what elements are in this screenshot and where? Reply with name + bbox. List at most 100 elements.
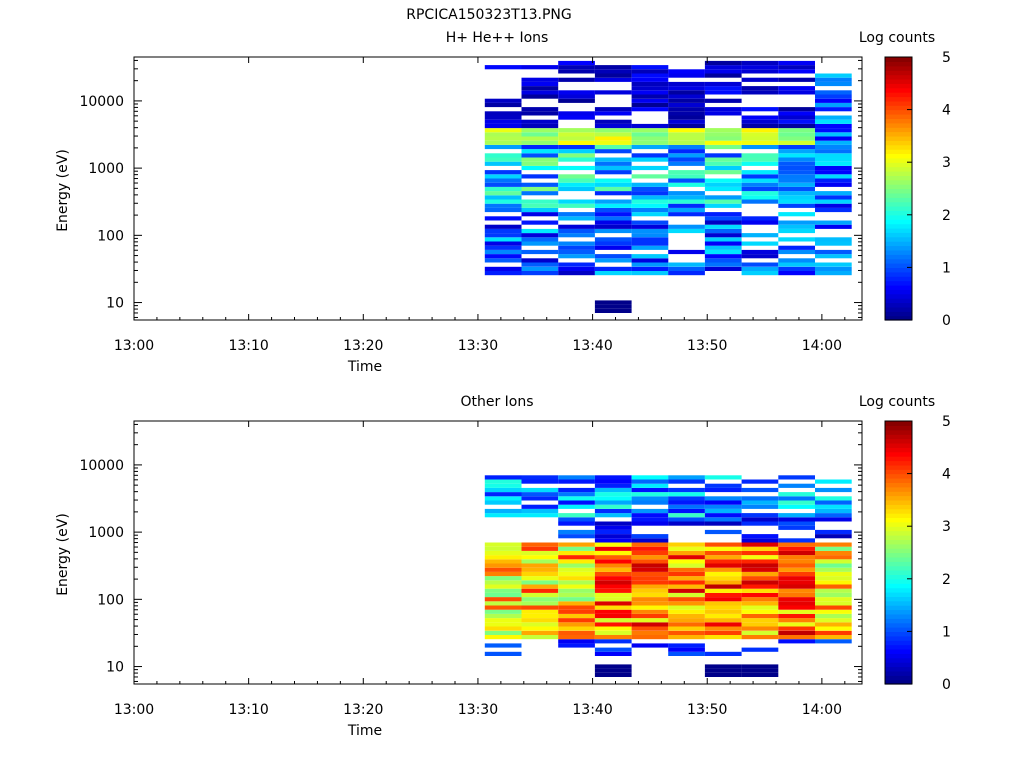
spectrogram-cell [484,580,522,585]
spectrogram-cell [778,128,815,133]
spectrogram-cell [558,199,595,204]
spectrogram-cell [704,136,742,141]
spectrogram-cell [668,119,705,124]
spectrogram-cell [631,212,669,217]
colorbar-step [885,232,912,238]
spectrogram-cell [668,182,705,187]
spectrogram-cell [558,529,595,535]
spectrogram-cell [631,538,669,543]
spectrogram-cell [558,178,595,183]
x-tick-label: 13:20 [343,702,383,718]
spectrogram-cell [631,635,669,640]
spectrogram-cell [558,588,595,593]
spectrogram-cell [815,605,852,610]
spectrogram-cell [594,504,632,509]
spectrogram-cell [594,635,632,640]
spectrogram-cell [741,626,779,631]
spectrogram-cell [521,576,559,581]
spectrogram-cell [668,605,705,610]
spectrogram-cell [741,115,779,120]
spectrogram-cell [594,178,632,183]
spectrogram-cell [741,161,779,166]
colorbar-step [885,508,912,514]
spectrogram-cell [668,492,705,497]
spectrogram-cell [778,639,815,644]
spectrogram-cell [668,195,705,200]
spectrogram-cell [778,182,815,187]
colorbar-step [885,662,912,668]
colorbar-step [885,61,912,67]
spectrogram-cell [521,220,559,225]
colorbar-tick-label: 1 [942,260,951,276]
colorbar-step [885,539,912,545]
spectrogram-cell [521,241,559,246]
spectrogram-cell [741,144,779,150]
colorbar-step [885,504,912,510]
colorbar-tick-label: 2 [942,572,951,588]
colorbar-step [885,578,912,584]
spectrogram-cell [521,550,559,556]
spectrogram-cell [704,132,742,137]
x-tick-label: 13:40 [572,702,612,718]
spectrogram-cell [594,613,632,619]
spectrogram-cell [484,237,522,242]
colorbar-step [885,57,912,62]
spectrogram-cell [741,513,779,518]
spectrogram-cell [594,144,632,150]
spectrogram-cell [594,622,632,627]
spectrogram-cell [594,521,632,526]
spectrogram-cell [741,635,779,640]
spectrogram-cell [631,102,669,108]
colorbar-step [885,429,912,435]
spectrogram-cell [521,237,559,242]
colorbar-step [885,267,912,273]
spectrogram-cell [558,576,595,581]
spectrogram-cell [815,592,852,598]
spectrogram-cell [594,609,632,614]
colorbar-step [885,179,912,185]
spectrogram-cell [815,207,852,213]
spectrogram-cell [484,508,522,514]
colorbar-step [885,284,912,290]
colorbar-step [885,100,912,106]
spectrogram-cell [778,517,815,522]
spectrogram-cell [815,140,852,145]
spectrogram-cell [631,643,669,648]
spectrogram-cell [558,245,595,250]
spectrogram-cell [631,220,669,225]
spectrogram-cell [558,262,595,267]
spectrogram-cell [741,550,779,556]
spectrogram-cell [558,500,595,505]
spectrogram-cell [704,262,742,267]
spectrogram-cell [521,542,559,547]
colorbar-step [885,162,912,168]
spectrogram-cell [631,542,669,547]
spectrogram-cell [704,165,742,171]
spectrogram-cell [521,635,559,640]
spectrogram-cell [815,529,852,535]
spectrogram-cell [741,195,779,200]
spectrogram-cell [704,241,742,246]
spectrogram-cell [778,237,815,242]
spectrogram-cell [558,233,595,238]
spectrogram-cell [741,588,779,593]
spectrogram-cell [558,635,595,640]
spectrogram-cell [484,170,522,175]
spectrogram-cell [594,107,632,112]
colorbar-step [885,127,912,133]
colorbar-step [885,605,912,611]
spectrogram-cell [631,555,669,560]
spectrogram-cell [668,592,705,598]
spectrogram-cell [741,555,779,560]
colorbar-step [885,311,912,317]
spectrogram-cell [668,500,705,505]
spectrogram-cell [778,271,815,276]
colorbar-step [885,210,912,216]
spectrogram-cell [521,626,559,631]
spectrogram-cell [741,128,779,133]
spectrogram-cell [631,98,669,103]
spectrogram-cell [815,81,852,87]
spectrogram-cell [815,517,852,522]
spectrogram-cell [668,618,705,623]
spectrogram-cell [484,500,522,505]
